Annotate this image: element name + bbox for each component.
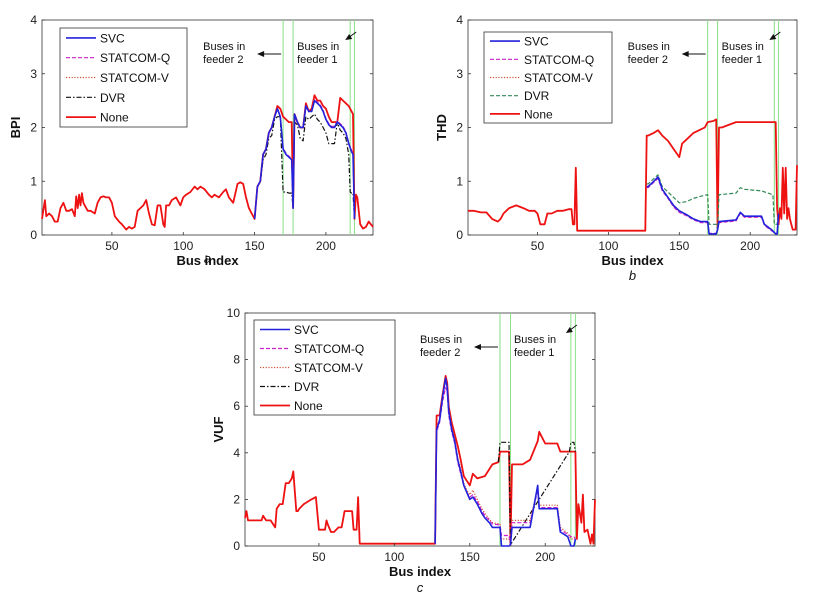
- legend-label: STATCOM-V: [524, 71, 593, 85]
- annotations: Buses in feeder 2 Buses in feeder 1: [420, 324, 578, 359]
- x-tick-label: 150: [245, 239, 265, 253]
- y-tick-label: 0: [30, 228, 37, 242]
- legend-label: SVC: [294, 323, 319, 337]
- panel-sublabel: c: [417, 580, 424, 595]
- annotation-feeder1-line1: Buses in: [514, 334, 556, 346]
- y-axis-label: VUF: [211, 416, 226, 442]
- annotation-feeder2-line1: Buses in: [203, 41, 245, 53]
- arrowhead-icon: [473, 344, 481, 350]
- legend-label: STATCOM-Q: [524, 53, 594, 67]
- x-tick-label: 50: [105, 239, 119, 253]
- arrowhead-icon: [565, 327, 573, 333]
- x-tick-label: 200: [740, 239, 760, 253]
- legend-label: DVR: [100, 91, 126, 105]
- series-line-none: [468, 118, 798, 232]
- y-tick-label: 1: [30, 174, 37, 188]
- y-tick-label: 1: [456, 174, 463, 188]
- annotation-feeder2-line1: Buses in: [420, 334, 462, 346]
- series-line-dvr: [646, 174, 780, 231]
- y-tick-label: 2: [456, 121, 463, 135]
- annotations: Buses in feeder 2 Buses in feeder 1: [203, 31, 357, 66]
- y-axis-label: THD: [434, 114, 449, 141]
- annotation-feeder1-line2: feeder 1: [297, 54, 337, 66]
- series-group: [468, 118, 798, 235]
- annotation-feeder2-line2: feeder 2: [203, 54, 243, 66]
- y-tick-label: 4: [233, 446, 240, 460]
- series-line-none: [244, 375, 596, 546]
- arrowhead-icon: [257, 51, 265, 57]
- panel-sublabel: a: [204, 251, 211, 266]
- y-tick-label: 3: [30, 67, 37, 81]
- axis-ticks: 50 100 150 200 0 2 4 6 8 10: [227, 306, 595, 564]
- panel-a: 50 100 150 200 0 1 2 3 4 Bus index BPI a Buses i…: [8, 13, 374, 268]
- legend-box: [483, 31, 613, 124]
- annotations: Buses in feeder 2 Buses in feeder 1: [628, 31, 781, 66]
- y-tick-label: 4: [456, 13, 463, 27]
- legend: SVC STATCOM-Q STATCOM-V DVR None: [253, 319, 396, 416]
- panel-c: 50 100 150 200 0 2 4 6 8 10 Bus index VUF c Buses…: [211, 306, 596, 595]
- legend-label: SVC: [524, 35, 549, 49]
- y-tick-label: 10: [227, 306, 241, 320]
- y-tick-label: 6: [233, 399, 240, 413]
- series-line-dvr: [254, 113, 356, 219]
- annotation-feeder2-line1: Buses in: [628, 41, 670, 53]
- panel-sublabel: b: [629, 268, 636, 283]
- panel-b: 50 100 150 200 0 1 2 3 4 Bus index THD b Buses i…: [434, 13, 798, 283]
- x-axis-label: Bus index: [389, 564, 452, 579]
- legend-label: DVR: [524, 89, 550, 103]
- legend-label: STATCOM-V: [100, 71, 169, 85]
- series-line-svc: [646, 176, 780, 235]
- series-line-svc: [253, 99, 356, 219]
- legend-label: SVC: [100, 31, 125, 45]
- y-tick-label: 0: [233, 539, 240, 553]
- annotation-feeder1-line2: feeder 1: [514, 347, 554, 359]
- legend: SVC STATCOM-Q STATCOM-V DVR None: [59, 27, 188, 128]
- y-tick-label: 0: [456, 228, 463, 242]
- y-tick-label: 4: [30, 13, 37, 27]
- legend-label: None: [294, 399, 323, 413]
- y-axis-label: BPI: [8, 117, 23, 139]
- x-tick-label: 100: [598, 239, 618, 253]
- series-line-dvr: [497, 441, 576, 546]
- legend: SVC STATCOM-Q STATCOM-V DVR None: [483, 31, 613, 124]
- x-tick-label: 100: [173, 239, 193, 253]
- x-tick-label: 150: [460, 550, 480, 564]
- x-tick-label: 150: [669, 239, 689, 253]
- arrowhead-icon: [345, 34, 353, 40]
- y-tick-label: 2: [30, 121, 37, 135]
- arrowhead-icon: [681, 51, 689, 57]
- annotation-feeder1-line2: feeder 1: [722, 54, 762, 66]
- x-tick-label: 200: [535, 550, 555, 564]
- feeder-markers: [499, 313, 576, 546]
- y-tick-label: 3: [456, 67, 463, 81]
- x-tick-label: 50: [312, 550, 326, 564]
- x-tick-label: 50: [531, 239, 545, 253]
- legend-label: STATCOM-V: [294, 361, 363, 375]
- x-axis-label: Bus index: [176, 253, 239, 268]
- legend-label: STATCOM-Q: [294, 342, 364, 356]
- series-group: [244, 375, 596, 547]
- annotation-feeder1-line1: Buses in: [722, 41, 764, 53]
- annotation-feeder1-line1: Buses in: [297, 41, 339, 53]
- x-tick-label: 100: [384, 550, 404, 564]
- x-axis-label: Bus index: [601, 253, 664, 268]
- arrowhead-icon: [769, 34, 777, 40]
- axis-ticks: 50 100 150 200 0 1 2 3 4: [30, 13, 373, 253]
- legend-label: DVR: [294, 380, 320, 394]
- series-line-svc: [434, 377, 577, 547]
- axis-ticks: 50 100 150 200 0 1 2 3 4: [456, 13, 797, 253]
- legend-label: STATCOM-Q: [100, 51, 170, 65]
- annotation-feeder2-line2: feeder 2: [420, 347, 460, 359]
- x-tick-label: 200: [316, 239, 336, 253]
- annotation-feeder2-line2: feeder 2: [628, 54, 668, 66]
- legend-label: None: [100, 111, 129, 125]
- series-line-none: [41, 94, 374, 231]
- legend-label: None: [524, 107, 553, 121]
- y-tick-label: 8: [233, 353, 240, 367]
- y-tick-label: 2: [233, 492, 240, 506]
- series-group: [41, 94, 374, 231]
